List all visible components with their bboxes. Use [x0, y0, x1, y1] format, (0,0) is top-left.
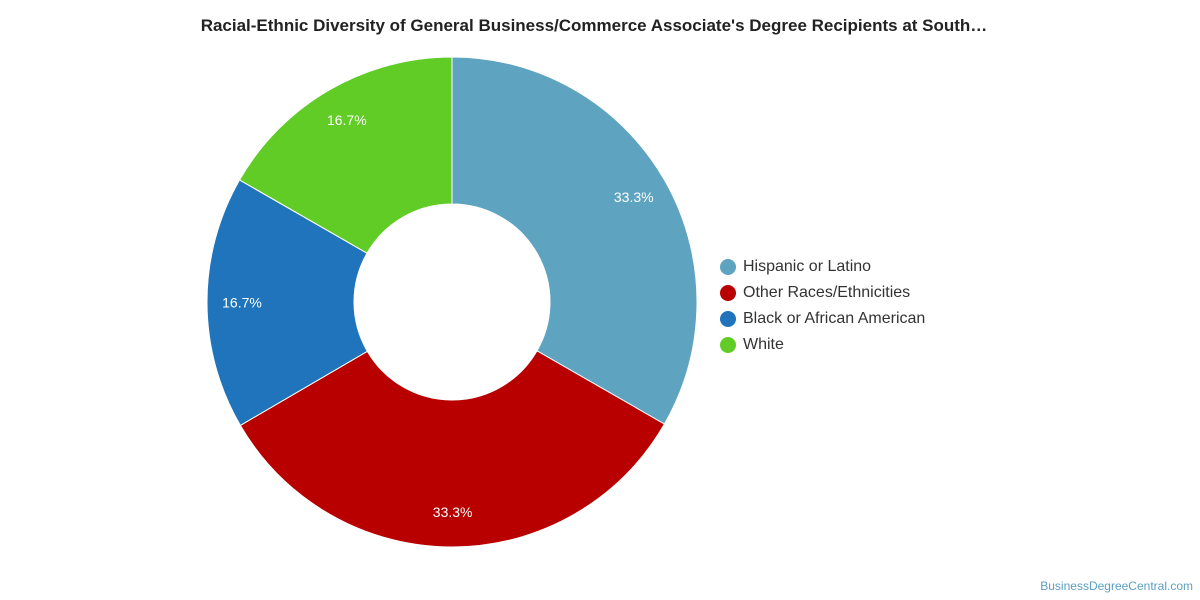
legend-item-3[interactable]: White — [720, 332, 925, 358]
legend-item-1[interactable]: Other Races/Ethnicities — [720, 280, 925, 306]
legend-label: White — [743, 336, 784, 353]
legend-swatch-icon — [720, 311, 736, 327]
legend-swatch-icon — [720, 337, 736, 353]
donut-slice-2[interactable] — [206, 179, 369, 427]
chart-legend: Hispanic or Latino Other Races/Ethnicitie… — [720, 254, 925, 358]
chart-title: Racial-Ethnic Diversity of General Busin… — [200, 16, 988, 35]
donut-slice-0[interactable] — [451, 56, 698, 425]
donut-slice-3[interactable] — [238, 56, 453, 254]
source-credit[interactable]: BusinessDegreeCentral.com — [1040, 579, 1193, 593]
legend-label: Black or African American — [743, 310, 926, 327]
slice-data-label-2: 16.7% — [222, 295, 262, 311]
donut-slice-1[interactable] — [239, 350, 666, 548]
legend-swatch-icon — [720, 285, 736, 301]
legend-swatch-icon — [720, 259, 736, 275]
legend-label: Hispanic or Latino — [743, 258, 872, 275]
legend-item-0[interactable]: Hispanic or Latino — [720, 254, 925, 280]
slice-data-label-0: 33.3% — [614, 189, 654, 205]
legend-label: Other Races/Ethnicities — [743, 284, 911, 301]
slice-data-label-1: 33.3% — [433, 504, 473, 520]
slice-data-label-3: 16.7% — [327, 112, 367, 128]
legend-item-2[interactable]: Black or African American — [720, 306, 925, 332]
